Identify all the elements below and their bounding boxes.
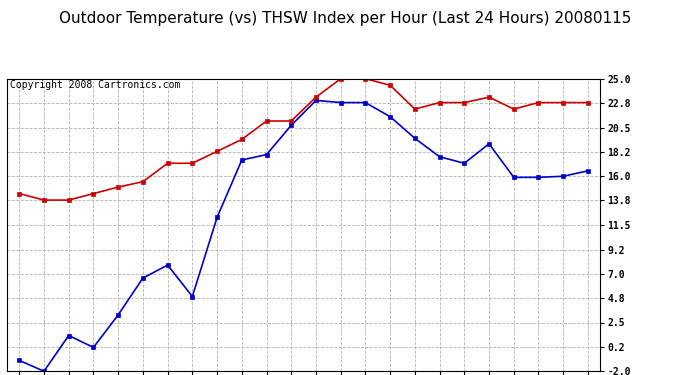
Text: Outdoor Temperature (vs) THSW Index per Hour (Last 24 Hours) 20080115: Outdoor Temperature (vs) THSW Index per … [59, 11, 631, 26]
Text: Copyright 2008 Cartronics.com: Copyright 2008 Cartronics.com [10, 80, 180, 90]
